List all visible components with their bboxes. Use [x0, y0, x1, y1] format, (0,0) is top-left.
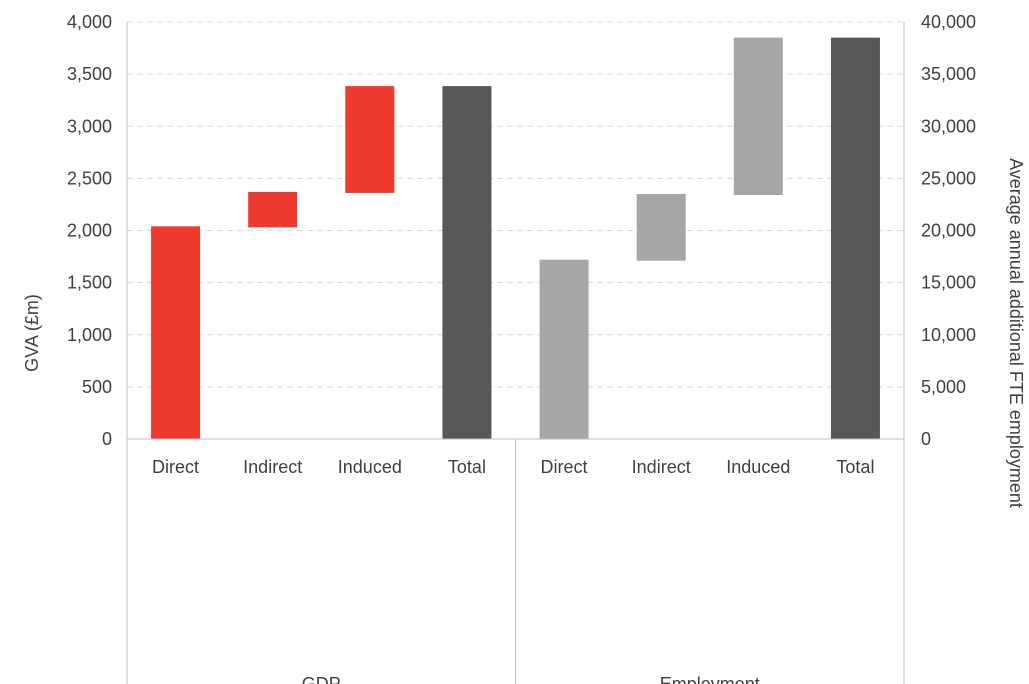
left-axis-title: GVA (£m): [22, 294, 42, 372]
category-label: Total: [448, 457, 486, 477]
right-tick-label: 0: [921, 429, 931, 449]
left-tick-label: 0: [102, 429, 112, 449]
right-axis-title: Average annual additional FTE employment: [1006, 158, 1026, 508]
group-label: GDP: [302, 674, 341, 684]
right-axis-ticks: 0 5,000 10,000 15,000 20,000 25,000 30,000 35,0…: [921, 12, 976, 449]
bar-gdp-total: [442, 86, 492, 440]
bar-employment-induced: [733, 37, 783, 196]
bar-gdp-direct: [151, 226, 201, 439]
right-tick-label: 25,000: [921, 168, 976, 188]
bar-employment-indirect: [636, 194, 686, 261]
left-tick-label: 2,000: [67, 221, 112, 241]
category-label: Induced: [726, 457, 790, 477]
left-tick-label: 1,000: [67, 325, 112, 345]
right-tick-label: 35,000: [921, 64, 976, 84]
category-label: Induced: [338, 457, 402, 477]
bar-employment-total: [830, 37, 880, 439]
left-tick-label: 3,500: [67, 64, 112, 84]
left-tick-label: 3,000: [67, 116, 112, 136]
category-label: Direct: [152, 457, 199, 477]
group-label: Employment: [660, 674, 760, 684]
right-tick-label: 15,000: [921, 273, 976, 293]
axes: [126, 22, 905, 684]
left-axis-ticks: 0 500 1,000 1,500 2,000 2,500 3,000 3,500 4,000: [67, 12, 112, 449]
left-tick-label: 1,500: [67, 273, 112, 293]
category-label: Indirect: [243, 457, 302, 477]
left-tick-label: 4,000: [67, 12, 112, 32]
bar-gdp-indirect: [248, 191, 298, 228]
gridlines: [127, 21, 904, 388]
left-tick-label: 500: [82, 377, 112, 397]
right-tick-label: 5,000: [921, 377, 966, 397]
category-label: Direct: [541, 457, 588, 477]
right-tick-label: 10,000: [921, 325, 976, 345]
bar-employment-direct: [539, 259, 589, 439]
bars: [151, 37, 880, 440]
group-labels: GDP Employment: [302, 674, 760, 684]
category-labels: Direct Indirect Induced Total Direct Indirect…: [152, 457, 874, 477]
right-tick-label: 40,000: [921, 12, 976, 32]
left-tick-label: 2,500: [67, 168, 112, 188]
category-label: Indirect: [632, 457, 691, 477]
category-label: Total: [836, 457, 874, 477]
right-tick-label: 30,000: [921, 116, 976, 136]
bar-gdp-induced: [345, 86, 395, 193]
right-tick-label: 20,000: [921, 221, 976, 241]
